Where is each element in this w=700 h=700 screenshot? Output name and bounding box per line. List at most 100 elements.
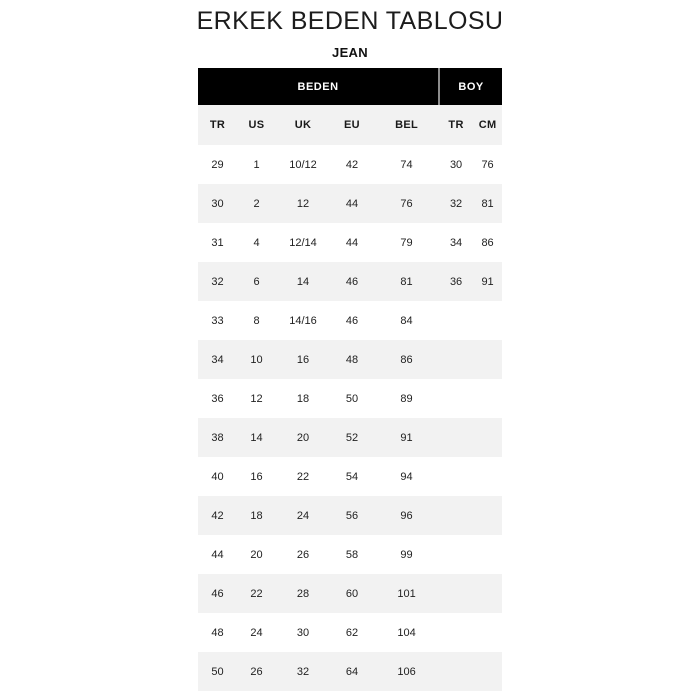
table-cell: 20 [276,418,330,457]
table-cell: 91 [374,418,440,457]
size-table-container: BEDEN BOY TR US UK EU BEL TR CM 29 1 10/12… [198,68,503,691]
table-cell: 30 [276,613,330,652]
table-cell: 76 [473,145,503,184]
table-cell: 101 [374,574,440,613]
table-cell: 81 [374,262,440,301]
table-cell [473,496,503,535]
table-cell [473,301,503,340]
table-cell: 30 [439,145,474,184]
table-cell [473,340,503,379]
table-row: 44 20 26 58 99 [198,535,503,574]
column-header-boy-tr: TR [439,105,474,145]
table-cell: 4 [237,223,276,262]
table-cell: 26 [276,535,330,574]
table-cell: 24 [237,613,276,652]
table-cell: 29 [198,145,237,184]
table-row: 32 6 14 46 81 36 91 [198,262,503,301]
table-cell: 44 [330,223,374,262]
table-cell: 40 [198,457,237,496]
table-cell [439,340,474,379]
table-cell: 86 [473,223,503,262]
column-header-tr: TR [198,105,237,145]
table-cell [439,574,474,613]
column-header-us: US [237,105,276,145]
table-row: 48 24 30 62 104 [198,613,503,652]
table-cell: 18 [276,379,330,418]
table-cell [473,574,503,613]
table-cell: 1 [237,145,276,184]
table-cell: 106 [374,652,440,691]
table-cell: 32 [276,652,330,691]
table-cell: 89 [374,379,440,418]
table-cell: 50 [198,652,237,691]
table-cell: 34 [439,223,474,262]
table-cell: 44 [330,184,374,223]
table-row: 36 12 18 50 89 [198,379,503,418]
table-cell: 54 [330,457,374,496]
table-row: 33 8 14/16 46 84 [198,301,503,340]
table-cell [473,652,503,691]
table-cell: 94 [374,457,440,496]
table-cell: 84 [374,301,440,340]
table-cell: 14 [237,418,276,457]
table-cell: 104 [374,613,440,652]
table-cell: 20 [237,535,276,574]
table-cell: 76 [374,184,440,223]
table-cell: 12 [237,379,276,418]
column-header-row: TR US UK EU BEL TR CM [198,105,503,145]
group-header-row: BEDEN BOY [198,68,503,105]
table-row: 34 10 16 48 86 [198,340,503,379]
table-cell: 36 [439,262,474,301]
table-cell: 22 [276,457,330,496]
table-cell: 48 [198,613,237,652]
table-cell: 60 [330,574,374,613]
table-cell: 62 [330,613,374,652]
table-cell: 38 [198,418,237,457]
table-cell: 10/12 [276,145,330,184]
table-cell: 86 [374,340,440,379]
table-cell [439,613,474,652]
table-cell [439,418,474,457]
table-cell: 8 [237,301,276,340]
table-cell [439,301,474,340]
table-cell: 28 [276,574,330,613]
table-cell [473,457,503,496]
table-cell [473,535,503,574]
table-cell [439,457,474,496]
table-cell: 81 [473,184,503,223]
table-row: 40 16 22 54 94 [198,457,503,496]
table-cell: 34 [198,340,237,379]
table-cell: 26 [237,652,276,691]
table-cell: 24 [276,496,330,535]
table-cell [473,379,503,418]
table-cell: 42 [198,496,237,535]
table-cell: 12/14 [276,223,330,262]
category-subtitle: JEAN [332,45,368,60]
table-cell: 91 [473,262,503,301]
table-cell: 18 [237,496,276,535]
table-cell [473,613,503,652]
table-cell [473,418,503,457]
table-row: 31 4 12/14 44 79 34 86 [198,223,503,262]
table-cell: 48 [330,340,374,379]
table-cell: 12 [276,184,330,223]
table-cell: 32 [439,184,474,223]
table-cell: 6 [237,262,276,301]
table-row: 42 18 24 56 96 [198,496,503,535]
table-cell [439,496,474,535]
column-header-eu: EU [330,105,374,145]
table-cell: 10 [237,340,276,379]
size-table: BEDEN BOY TR US UK EU BEL TR CM 29 1 10/12… [198,68,503,691]
table-cell: 14 [276,262,330,301]
table-cell [439,379,474,418]
table-cell: 16 [276,340,330,379]
table-head: BEDEN BOY TR US UK EU BEL TR CM [198,68,503,145]
table-cell: 52 [330,418,374,457]
table-cell: 44 [198,535,237,574]
table-cell: 99 [374,535,440,574]
table-cell: 74 [374,145,440,184]
column-header-boy-cm: CM [473,105,503,145]
table-cell [439,535,474,574]
table-cell: 22 [237,574,276,613]
table-cell: 58 [330,535,374,574]
